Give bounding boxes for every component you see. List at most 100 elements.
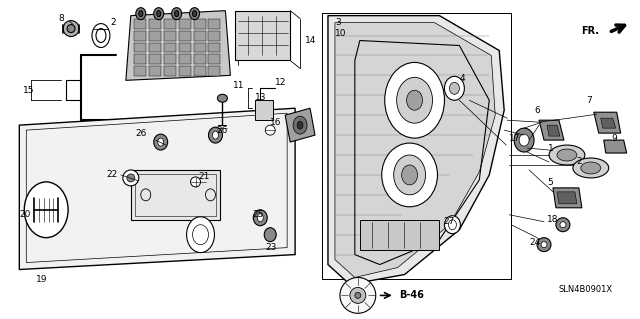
Polygon shape: [557, 192, 577, 204]
Ellipse shape: [264, 228, 276, 241]
Bar: [164, 31, 175, 41]
Text: 19: 19: [36, 275, 48, 284]
Bar: [209, 42, 220, 52]
Text: 6: 6: [534, 106, 540, 115]
Text: 26: 26: [217, 126, 228, 135]
Bar: [179, 42, 191, 52]
Ellipse shape: [96, 29, 106, 42]
Ellipse shape: [127, 174, 135, 182]
Text: 10: 10: [335, 29, 346, 38]
Bar: [322, 13, 511, 279]
Text: 1: 1: [548, 144, 554, 152]
Polygon shape: [553, 188, 582, 208]
Ellipse shape: [253, 210, 268, 226]
Bar: [209, 66, 220, 76]
Ellipse shape: [257, 214, 263, 222]
Ellipse shape: [63, 21, 79, 37]
Ellipse shape: [212, 131, 218, 139]
Polygon shape: [547, 125, 560, 136]
Bar: [134, 66, 146, 76]
Ellipse shape: [297, 121, 303, 129]
Ellipse shape: [175, 11, 179, 17]
Text: 18: 18: [547, 215, 559, 224]
Bar: [164, 42, 175, 52]
Bar: [179, 55, 191, 64]
Bar: [193, 42, 205, 52]
Text: 22: 22: [106, 170, 117, 179]
Ellipse shape: [92, 24, 110, 48]
Bar: [164, 55, 175, 64]
Ellipse shape: [406, 90, 422, 110]
Ellipse shape: [573, 158, 609, 178]
Bar: [193, 31, 205, 41]
Ellipse shape: [139, 11, 143, 17]
Text: 25: 25: [252, 210, 264, 219]
Ellipse shape: [560, 222, 566, 228]
Ellipse shape: [557, 149, 577, 161]
Ellipse shape: [402, 165, 417, 185]
Ellipse shape: [24, 182, 68, 238]
Ellipse shape: [444, 76, 465, 100]
Text: B-46: B-46: [399, 290, 424, 300]
Polygon shape: [539, 120, 564, 140]
Ellipse shape: [514, 128, 534, 152]
Text: 9: 9: [612, 134, 618, 143]
Bar: [179, 31, 191, 41]
Bar: [164, 19, 175, 29]
Bar: [179, 19, 191, 29]
Ellipse shape: [136, 8, 146, 19]
Text: 21: 21: [198, 173, 210, 182]
Ellipse shape: [340, 278, 376, 313]
Text: 3: 3: [335, 18, 340, 27]
Polygon shape: [126, 11, 230, 80]
Text: 4: 4: [460, 74, 465, 83]
Ellipse shape: [293, 116, 307, 134]
Ellipse shape: [449, 82, 460, 94]
Ellipse shape: [67, 25, 75, 33]
Text: 27: 27: [444, 217, 455, 226]
Polygon shape: [328, 16, 504, 285]
Ellipse shape: [157, 11, 161, 17]
Ellipse shape: [381, 143, 438, 207]
Bar: [148, 66, 161, 76]
Text: 15: 15: [23, 86, 35, 95]
Bar: [360, 220, 440, 249]
Bar: [209, 55, 220, 64]
Bar: [193, 66, 205, 76]
Bar: [193, 55, 205, 64]
Ellipse shape: [189, 8, 200, 19]
Bar: [209, 31, 220, 41]
Ellipse shape: [537, 238, 551, 252]
Bar: [255, 100, 273, 120]
Ellipse shape: [350, 287, 366, 303]
Ellipse shape: [218, 94, 227, 102]
Text: 8: 8: [58, 14, 64, 23]
Text: 20: 20: [19, 210, 31, 219]
Text: 5: 5: [547, 178, 553, 187]
Ellipse shape: [193, 11, 196, 17]
Bar: [148, 19, 161, 29]
Text: 26: 26: [135, 129, 147, 137]
Ellipse shape: [444, 216, 460, 234]
Polygon shape: [19, 108, 295, 270]
Ellipse shape: [355, 293, 361, 298]
Ellipse shape: [191, 177, 200, 187]
Polygon shape: [604, 140, 627, 153]
Polygon shape: [601, 118, 616, 128]
Polygon shape: [335, 23, 495, 278]
Ellipse shape: [541, 241, 547, 248]
Bar: [134, 42, 146, 52]
Bar: [134, 55, 146, 64]
Text: 13: 13: [255, 93, 267, 102]
Ellipse shape: [581, 162, 601, 174]
Ellipse shape: [397, 78, 433, 123]
Text: 12: 12: [275, 78, 287, 87]
Bar: [134, 31, 146, 41]
Text: 24: 24: [529, 238, 540, 247]
Bar: [134, 19, 146, 29]
Text: 16: 16: [270, 118, 282, 127]
Text: 7: 7: [586, 96, 592, 105]
Bar: [131, 170, 220, 220]
Ellipse shape: [549, 145, 585, 165]
Text: 11: 11: [232, 81, 244, 90]
